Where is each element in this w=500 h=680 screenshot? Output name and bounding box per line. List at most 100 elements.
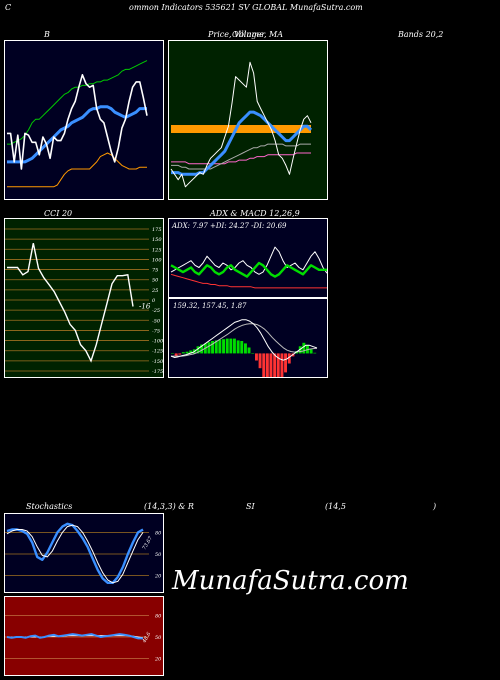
macd-hist-bar <box>302 342 306 354</box>
cci-tick-label: -75 <box>152 328 160 334</box>
cci-tick-label: 75 <box>152 268 158 274</box>
adx-macd-label: ADX & MACD 12,26,9 <box>210 209 300 218</box>
macd-hist-bar <box>181 352 185 354</box>
pv-ma-slow <box>171 152 311 165</box>
cci-label: CCI 20 <box>44 209 73 218</box>
macd-hist-bar <box>244 343 247 354</box>
bb-close-line <box>7 73 148 170</box>
macd-hist-bar <box>280 353 284 377</box>
brand-watermark: MunafaSutra.com <box>172 566 409 596</box>
stoch-d-line <box>6 524 144 584</box>
rsi-line <box>6 633 143 640</box>
macd-hist-bar <box>185 351 189 354</box>
macd-hist-bar <box>233 338 236 354</box>
macd-chart: 159.32, 157.45, 1.87 <box>170 302 318 377</box>
macd-hist-bar <box>255 353 258 361</box>
macd-hist-bar <box>313 352 317 354</box>
price-volume-ma-panel <box>168 40 328 200</box>
macd-hist-bar <box>273 353 277 377</box>
macd-hist-bar <box>218 339 222 354</box>
cci-tick-label: -125 <box>152 349 163 355</box>
cci-tick-label: -175 <box>152 369 163 375</box>
macd-hist-bar <box>262 353 266 377</box>
bb-label-right: Bands 20,2 <box>398 30 444 39</box>
bb-lower-band <box>7 152 147 188</box>
cci-tick-label: 150 <box>152 237 162 243</box>
rsi-last-value: 48.6 <box>141 631 153 645</box>
rsi-panel: 80 50 20 48.6 <box>4 596 164 676</box>
stoch-label-mid: (14,3,3) & R <box>144 502 194 511</box>
macd-signal-line <box>171 323 318 357</box>
bollinger-chart <box>7 60 148 188</box>
cci-panel: 175 150 125 100 75 50 25 0 -25 -50 -75 -100 -125 -150… <box>4 218 164 378</box>
macd-hist-bar <box>214 340 218 354</box>
adx-chart: ADX: 7.97 +DI: 24.27 -DI: 20.69 <box>170 222 327 289</box>
adx-panel: ADX: 7.97 +DI: 24.27 -DI: 20.69 <box>168 218 328 298</box>
macd-hist-bar <box>247 347 251 354</box>
stoch-last-value: 73.67 <box>142 535 155 551</box>
macd-hist-bar <box>284 353 287 373</box>
cci-tick-label: 100 <box>152 257 162 263</box>
stochastics-chart: 80 50 20 73.67 <box>5 522 162 585</box>
macd-hist-bar <box>229 338 233 354</box>
stoch-tick-label: 80 <box>155 530 162 536</box>
bb-label-left: B <box>44 30 50 39</box>
macd-line <box>170 319 318 361</box>
macd-hist-bar <box>258 353 262 369</box>
macd-hist-bar <box>225 338 229 354</box>
header-title: ommon Indicators 535621 SV GLOBAL Munafa… <box>129 3 363 12</box>
rsi-tick-label: 20 <box>154 657 162 663</box>
macd-hist-bar <box>251 353 255 354</box>
cci-tick-label: -100 <box>152 339 164 345</box>
macd-hist-bar <box>196 346 200 354</box>
pv-ma-fast <box>171 110 313 176</box>
macd-hist-bar <box>200 344 204 354</box>
rsi-chart: 80 50 20 48.6 <box>5 613 162 663</box>
rsi-label-right: (14,5 <box>325 502 346 511</box>
rsi-label-close: ) <box>433 502 437 511</box>
macd-hist-bar <box>174 353 178 357</box>
macd-hist-bar <box>178 353 182 355</box>
cci-tick-label: 175 <box>152 227 162 233</box>
header-c: C <box>5 3 12 12</box>
cci-tick-label: -150 <box>152 359 164 365</box>
stoch-label-left: Stochastics <box>26 502 73 511</box>
pv-volume-band <box>171 125 311 133</box>
macd-hist-bar <box>211 341 214 354</box>
adx-readout: ADX: 7.97 +DI: 24.27 -DI: 20.69 <box>171 222 287 230</box>
pv-ma-mid <box>171 143 311 170</box>
cci-tick-label: -25 <box>152 308 160 314</box>
macd-hist-bar <box>189 350 193 354</box>
stoch-k-line <box>6 522 144 585</box>
macd-hist-bar <box>207 342 211 354</box>
cci-last-value: -16 <box>139 302 151 310</box>
macd-hist-bar <box>236 340 240 354</box>
pv-close-line <box>170 61 312 188</box>
macd-hist-bar <box>222 339 225 354</box>
macd-hist-bar <box>276 353 280 377</box>
rsi-tick-label: 50 <box>155 635 162 641</box>
macd-readout: 159.32, 157.45, 1.87 <box>173 302 247 310</box>
macd-hist-bar <box>265 353 269 377</box>
bb-upper-band <box>7 60 148 145</box>
stoch-tick-label: 50 <box>155 552 162 558</box>
adx-line <box>170 273 327 289</box>
macd-panel: 159.32, 157.45, 1.87 <box>168 298 328 378</box>
cci-tick-label: 25 <box>151 288 158 294</box>
macd-hist-bar <box>309 349 313 354</box>
rsi-tick-label: 80 <box>155 613 162 619</box>
cci-line <box>7 243 134 363</box>
bb-middle-band <box>7 105 147 164</box>
plus-di-line <box>170 261 327 278</box>
rsi-label-mid: SI <box>246 502 255 511</box>
cci-chart: 175 150 125 100 75 50 25 0 -25 -50 -75 -100 -125 -150… <box>5 227 164 375</box>
cci-tick-label: 0 <box>152 298 156 304</box>
price-volume-ma-chart <box>170 61 313 188</box>
macd-hist-bar <box>240 341 244 354</box>
cci-tick-label: 50 <box>152 278 159 284</box>
bollinger-panel <box>4 40 164 200</box>
macd-hist-bar <box>171 353 174 354</box>
bb-label-mid: Price, Volume, MA <box>208 30 284 39</box>
cci-tick-label: -50 <box>152 318 161 324</box>
cci-tick-label: 125 <box>152 247 162 253</box>
